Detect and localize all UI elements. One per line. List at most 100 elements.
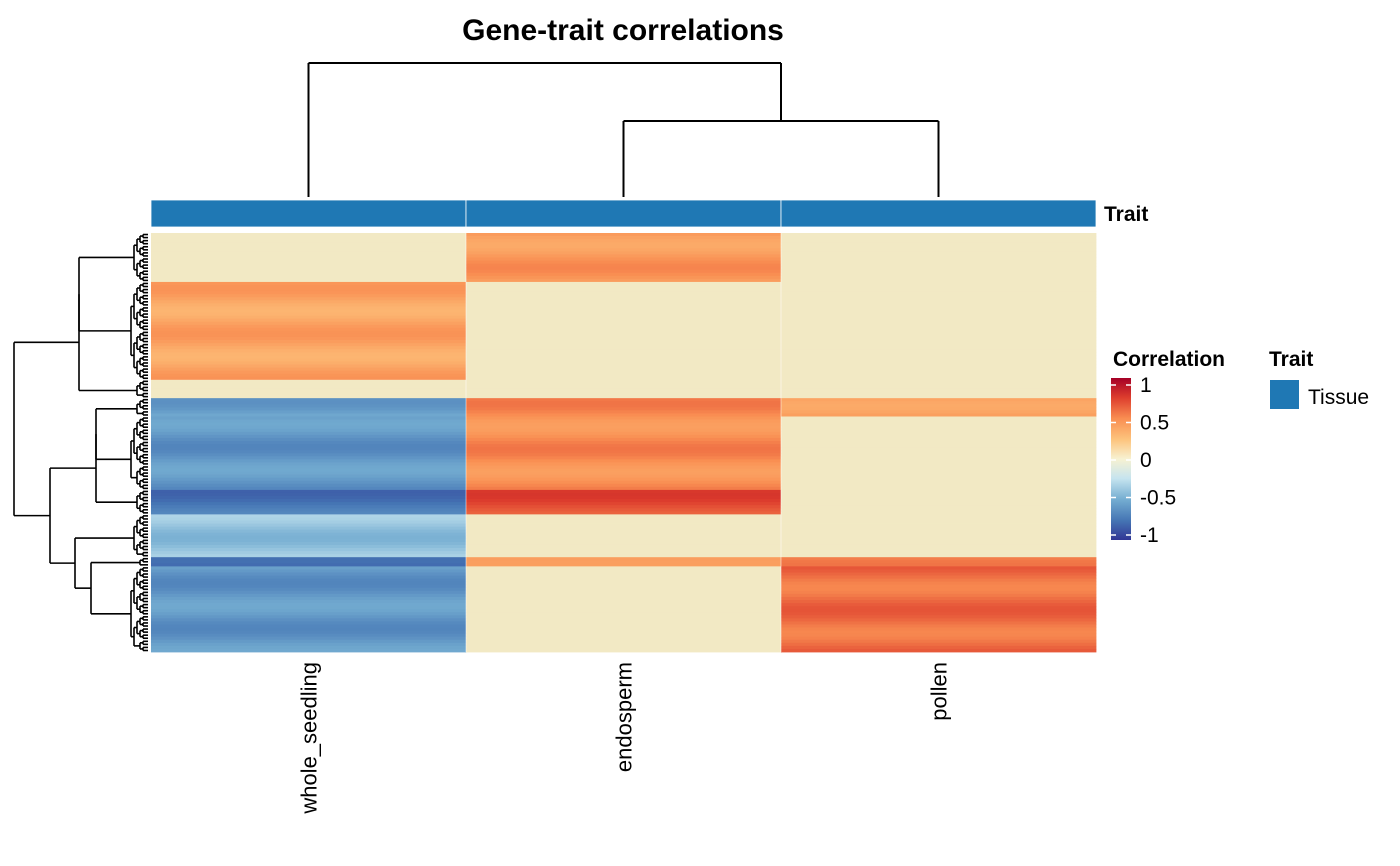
heatmap-cell: [781, 431, 1097, 436]
heatmap-cell: [781, 309, 1097, 313]
heatmap-cell: [151, 514, 467, 518]
heatmap-cell: [151, 236, 467, 240]
heatmap-cell: [151, 254, 467, 258]
heatmap-cell: [781, 343, 1097, 347]
heatmap-cell: [781, 554, 1097, 558]
heatmap-cell: [151, 327, 467, 332]
heatmap-cell: [151, 437, 467, 442]
heatmap-cell: [466, 575, 782, 579]
colorbar-tick-label: -1: [1140, 524, 1159, 547]
heatmap-cell: [781, 618, 1097, 622]
heatmap-cell: [466, 584, 782, 589]
heatmap-cell: [151, 288, 467, 292]
heatmap-cell: [781, 508, 1097, 512]
heatmap-cell: [151, 612, 467, 616]
heatmap-cell: [151, 376, 467, 381]
heatmap-cell: [781, 581, 1097, 586]
heatmap-cell: [466, 428, 782, 433]
heatmap-cell: [151, 434, 467, 439]
heatmap-cell: [466, 416, 782, 420]
heatmap-cell: [151, 388, 467, 393]
heatmap-cell: [781, 239, 1097, 243]
heatmap-cell: [151, 321, 467, 326]
heatmap-cell: [466, 318, 782, 323]
heatmap-cell: [466, 636, 782, 641]
heatmap-cell: [151, 358, 467, 362]
heatmap-cell: [466, 330, 782, 335]
heatmap-cell: [466, 587, 782, 592]
heatmap-cell: [151, 587, 467, 592]
heatmap-cell: [781, 330, 1097, 335]
heatmap-cell: [781, 254, 1097, 258]
heatmap-cell: [151, 520, 467, 524]
heatmap-cell: [781, 627, 1097, 631]
heatmap-cell: [781, 499, 1097, 503]
heatmap-cell: [466, 603, 782, 607]
heatmap-cell: [151, 245, 467, 249]
heatmap-cell: [151, 272, 467, 277]
heatmap-cell: [151, 511, 467, 515]
heatmap-cell: [151, 346, 467, 350]
heatmap-cell: [151, 410, 467, 414]
heatmap-cell: [151, 349, 467, 353]
heatmap-cell: [466, 517, 782, 521]
heatmap-cell: [781, 517, 1097, 521]
heatmap-cell: [781, 275, 1097, 280]
heatmap-cell: [781, 541, 1097, 546]
heatmap-cell: [151, 523, 467, 528]
heatmap-cell: [781, 468, 1097, 472]
heatmap-cell: [151, 600, 467, 604]
heatmap-cell: [151, 294, 467, 298]
heatmap-cell: [466, 355, 782, 359]
heatmap-cell: [466, 606, 782, 610]
heatmap-cell: [466, 370, 782, 375]
heatmap-cell: [466, 245, 782, 249]
heatmap-cell: [466, 551, 782, 555]
heatmap-cell: [466, 297, 782, 301]
annotation-cell: [150, 199, 467, 228]
heatmap-cell: [466, 511, 782, 515]
heatmap-cell: [151, 444, 467, 448]
heatmap-cell: [781, 297, 1097, 301]
heatmap-cell: [781, 376, 1097, 381]
heatmap-cell: [466, 548, 782, 552]
heatmap-cell: [466, 340, 782, 344]
heatmap-cell: [781, 422, 1097, 427]
heatmap-cell: [781, 379, 1097, 384]
colorbar-tick-label: -0.5: [1140, 487, 1176, 510]
heatmap-cell: [151, 603, 467, 607]
heatmap-cell: [781, 242, 1097, 246]
heatmap-cell: [151, 505, 467, 509]
heatmap-cell: [466, 321, 782, 326]
heatmap-cell: [781, 294, 1097, 298]
heatmap-cell: [781, 419, 1097, 424]
heatmap-cell: [151, 606, 467, 610]
heatmap-cell: [781, 477, 1097, 482]
heatmap-cell: [781, 600, 1097, 604]
heatmap-cell: [466, 401, 782, 405]
heatmap-cell: [151, 401, 467, 405]
heatmap-cell: [466, 444, 782, 448]
heatmap-cell: [151, 584, 467, 589]
column-label: endosperm: [612, 662, 637, 772]
heatmap-cell: [781, 245, 1097, 249]
heatmap-cell: [466, 514, 782, 518]
heatmap-cell: [466, 324, 782, 329]
heatmap-cell: [151, 419, 467, 424]
heatmap-cell: [781, 584, 1097, 589]
column-labels: whole_seedling endosperm pollen: [297, 662, 952, 815]
heatmap-cell: [151, 572, 467, 576]
heatmap-cell: [151, 309, 467, 313]
heatmap-cell: [151, 315, 467, 320]
heatmap-cell: [151, 379, 467, 384]
heatmap-cell: [781, 514, 1097, 518]
heatmap-cells: [151, 233, 1097, 653]
heatmap-cell: [151, 355, 467, 359]
heatmap-cell: [466, 306, 782, 310]
heatmap-cell: [781, 355, 1097, 359]
heatmap-cell: [781, 364, 1097, 368]
heatmap-cell: [781, 612, 1097, 616]
heatmap-cell: [781, 288, 1097, 292]
heatmap-cell: [466, 407, 782, 411]
chart-title: Gene-trait correlations: [462, 14, 784, 47]
